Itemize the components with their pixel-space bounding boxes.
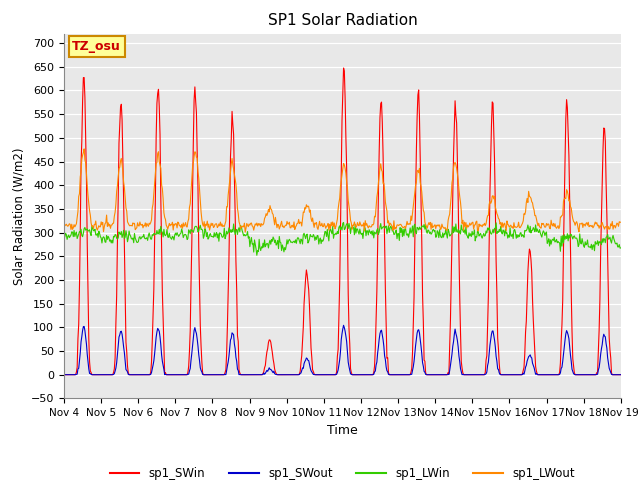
sp1_LWout — [214, 224, 222, 229]
sp1_LWin — [412, 229, 419, 235]
sp1_SWout — [428, 372, 435, 378]
sp1_LWin — [70, 228, 78, 233]
sp1_SWin — [617, 372, 625, 378]
Y-axis label: Solar Radiation (W/m2): Solar Radiation (W/m2) — [12, 147, 26, 285]
sp1_LWout — [128, 223, 136, 229]
Line: sp1_LWout: sp1_LWout — [64, 149, 621, 232]
sp1_LWin — [340, 219, 348, 225]
sp1_SWout — [60, 372, 68, 378]
sp1_LWout — [80, 146, 88, 152]
sp1_LWin — [60, 232, 68, 238]
sp1_LWin — [428, 230, 436, 236]
sp1_SWin — [184, 370, 192, 375]
sp1_SWin — [428, 372, 435, 378]
sp1_LWout — [70, 222, 78, 228]
sp1_LWin — [214, 235, 221, 241]
sp1_LWout — [428, 220, 436, 226]
sp1_SWin — [127, 372, 135, 378]
sp1_SWin — [70, 372, 78, 378]
Legend: sp1_SWin, sp1_SWout, sp1_LWin, sp1_LWout: sp1_SWin, sp1_SWout, sp1_LWin, sp1_LWout — [105, 463, 580, 480]
sp1_LWout — [241, 229, 249, 235]
sp1_SWout — [70, 372, 78, 378]
sp1_LWin — [127, 236, 135, 241]
Line: sp1_SWout: sp1_SWout — [64, 325, 621, 375]
sp1_SWout — [411, 350, 419, 356]
sp1_SWout — [617, 372, 625, 378]
sp1_LWin — [617, 245, 625, 251]
Title: SP1 Solar Radiation: SP1 Solar Radiation — [268, 13, 417, 28]
Line: sp1_SWin: sp1_SWin — [64, 68, 621, 375]
sp1_LWout — [617, 219, 625, 225]
sp1_SWin — [340, 65, 348, 71]
sp1_SWout — [127, 372, 135, 378]
X-axis label: Time: Time — [327, 424, 358, 437]
Text: TZ_osu: TZ_osu — [72, 40, 121, 53]
sp1_SWin — [214, 372, 221, 378]
sp1_SWout — [214, 372, 221, 378]
sp1_LWin — [184, 236, 192, 241]
sp1_SWout — [184, 372, 192, 377]
sp1_LWout — [60, 221, 68, 227]
sp1_LWout — [185, 216, 193, 222]
Line: sp1_LWin: sp1_LWin — [64, 222, 621, 255]
sp1_LWin — [253, 252, 260, 258]
sp1_SWout — [340, 323, 348, 328]
sp1_SWin — [411, 240, 419, 246]
sp1_SWin — [60, 372, 68, 378]
sp1_LWout — [412, 182, 419, 188]
